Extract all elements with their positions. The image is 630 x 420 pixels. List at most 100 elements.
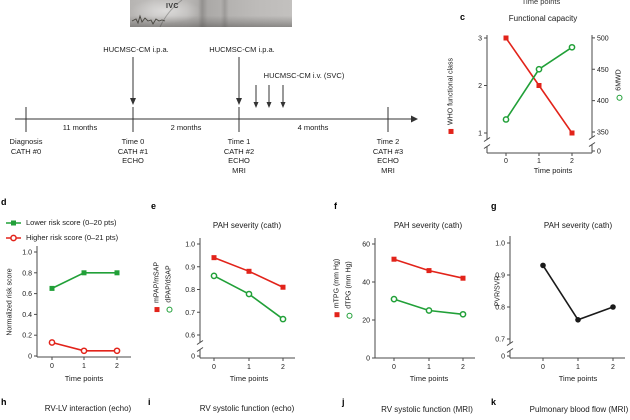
chart-h-title: RV-LV interaction (echo) — [44, 404, 132, 413]
data-point-square — [426, 268, 432, 274]
chart-e-ylabel-2: dPAP/dSAP — [166, 265, 173, 313]
chart-c-left-ylabel: WHO functional class — [448, 58, 455, 134]
y-tick-label: 0.7 — [185, 310, 195, 317]
y-tick-label: 20 — [362, 318, 370, 325]
x-tick-label: 0 — [541, 364, 545, 371]
timeline-arrowhead-icon — [411, 115, 418, 123]
event-line: CATH #2 — [223, 146, 255, 156]
ylabel-text: dTPG (mm Hg) — [345, 261, 353, 309]
axis-break-slash-icon — [588, 135, 596, 140]
event-line: MRI — [381, 165, 395, 175]
data-point-square — [49, 285, 55, 291]
y-tick-label: 500 — [597, 35, 609, 42]
legend-lower-risk: Lower risk score (0–20 pts) — [6, 218, 116, 227]
y-tick-label: 0.6 — [22, 291, 32, 298]
x-tick-label: 0 — [50, 363, 54, 370]
axis-break-slash-icon — [196, 347, 204, 352]
x-tick-label: 2 — [115, 363, 119, 370]
chart-f-title: PAH severity (cath) — [393, 221, 463, 230]
down-arrowhead-icon — [130, 98, 136, 105]
data-point-square — [503, 35, 509, 41]
event-line: Time 1 — [227, 137, 251, 146]
data-point-circle-open — [279, 315, 287, 323]
data-point-square — [81, 270, 87, 276]
timeline-graphics — [15, 57, 418, 132]
y-tick-label: 0.4 — [22, 312, 32, 319]
event-line: ECHO — [228, 156, 250, 165]
y-tick-label: 1.0 — [495, 241, 505, 248]
catheter-line-icon — [159, 0, 183, 27]
data-point-circle — [610, 304, 616, 310]
y-tick-label: 0 — [191, 354, 195, 361]
down-arrowhead-icon — [236, 98, 242, 105]
data-point-circle-open — [459, 310, 467, 318]
data-point-circle-open — [568, 43, 576, 51]
event-time1: Time 1 CATH #2 ECHO MRI — [224, 137, 254, 175]
axis-break-gap — [507, 343, 513, 351]
data-point-square — [114, 270, 120, 276]
axis-break-gap — [484, 139, 490, 147]
treatment-label-3: HUCMSC-CM i.v. (SVC) — [263, 71, 345, 80]
series-line — [542, 264, 614, 321]
x-tick-label: 0 — [392, 364, 396, 371]
data-point-square — [246, 268, 252, 274]
red-square-marker-icon — [448, 128, 454, 134]
ylabel-text: PVR/SVR — [494, 275, 502, 307]
data-point-circle — [540, 262, 546, 269]
ylabel-text: Normalized risk score — [6, 268, 14, 336]
y-tick-label: 40 — [362, 280, 370, 287]
panel-letter-f: f — [334, 201, 337, 211]
y-tick-label: 60 — [362, 242, 370, 249]
angiogram-overlay — [131, 0, 183, 27]
chart-f-xlabel: Time points — [409, 374, 449, 383]
panel-letter-k: k — [491, 397, 497, 407]
chart-c-right-ylabel: 6MWD — [615, 69, 623, 101]
y-tick-label: 0.9 — [185, 264, 195, 271]
legend-label: Higher risk score (0–21 pts) — [26, 233, 119, 242]
chart-g-title: PAH severity (cath) — [543, 221, 613, 230]
x-tick-label: 1 — [82, 363, 86, 370]
axis-break-slash-icon — [483, 137, 491, 142]
red-square-marker-icon — [154, 307, 160, 313]
chart-d-ylabel: Normalized risk score — [7, 268, 14, 335]
event-time0: Time 0 CATH #1 ECHO — [118, 137, 148, 166]
data-point-square — [280, 284, 286, 290]
panel-letter-i: i — [148, 397, 151, 407]
y-tick-label: 1.0 — [22, 250, 32, 257]
chart-i-title: RV systolic function (echo) — [199, 404, 295, 413]
legend-higher-risk: Higher risk score (0–21 pts) — [6, 233, 118, 242]
chart-d-xlabel: Time points — [64, 374, 104, 383]
data-point-square — [211, 255, 217, 261]
chart-g: 0.7 0.8 0.9 1.0 0 0 1 2 — [495, 236, 625, 371]
chart-f: 0 20 40 60 0 1 2 — [362, 238, 475, 371]
data-point-square — [391, 256, 397, 262]
y-tick-label: 0.8 — [185, 287, 195, 294]
data-point-circle-open — [245, 290, 253, 298]
data-point-circle-open — [80, 347, 88, 355]
event-line: Time 0 — [121, 137, 145, 146]
y-tick-label: 0.6 — [185, 333, 195, 340]
y-tick-label: 1 — [478, 131, 482, 138]
chart-e-xlabel: Time points — [229, 374, 269, 383]
data-point-circle — [575, 317, 581, 323]
angiogram-image: IVC — [130, 0, 292, 27]
event-line: Diagnosis — [9, 137, 43, 146]
x-tick-label: 2 — [461, 364, 465, 371]
x-tick-label: 2 — [281, 364, 285, 371]
axis-break-slash-icon — [588, 142, 596, 147]
down-arrowhead-icon — [280, 102, 286, 108]
red-square-marker-icon — [334, 312, 340, 318]
interval-label-2: 2 months — [170, 123, 202, 132]
y-tick-label: 0 — [501, 354, 505, 361]
axis-break-slash-icon — [506, 348, 514, 353]
ylabel-text: 6MWD — [615, 69, 623, 91]
event-line: CATH #3 — [372, 146, 404, 156]
legend-label: Lower risk score (0–20 pts) — [26, 218, 117, 227]
data-point-circle-open — [425, 307, 433, 314]
y-tick-label: 0.9 — [495, 273, 505, 280]
y-tick-label: 0.8 — [22, 270, 32, 277]
interval-label-3: 4 months — [297, 123, 329, 132]
data-point-circle-open — [390, 295, 398, 303]
axis-break-gap — [197, 342, 203, 350]
